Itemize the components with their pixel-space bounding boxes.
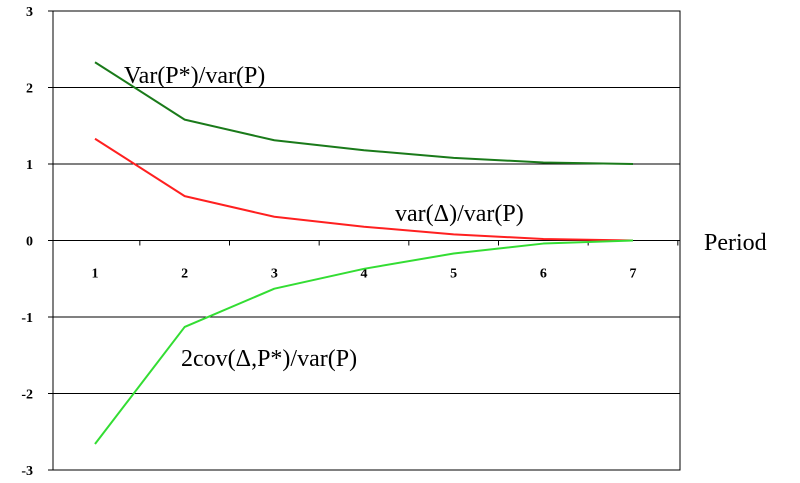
series-label-var-pstar: Var(P*)/var(P)	[124, 63, 265, 89]
x-tick-label: 3	[271, 267, 278, 282]
series-lines	[94, 61, 634, 445]
y-tick-label: 3	[26, 5, 33, 20]
x-tick-label: 4	[361, 267, 368, 282]
y-tick-label: 1	[26, 158, 33, 173]
x-tick-label: 2	[181, 267, 188, 282]
series-line-2	[94, 239, 634, 445]
y-tick-label: -1	[21, 311, 33, 326]
x-axis-title: Period	[704, 230, 767, 256]
y-tick-label: 0	[26, 235, 33, 250]
series-line-1	[94, 137, 634, 242]
x-tick-label: 1	[92, 267, 99, 282]
series-line-0	[94, 61, 634, 165]
y-tick-label: -3	[21, 464, 33, 479]
y-axis-ticks: 3 2 1 0 -1 -2 -3	[21, 5, 53, 479]
y-tick-label: 2	[26, 82, 33, 97]
x-tick-label: 5	[450, 267, 457, 282]
series-label-var-delta: var(Δ)/var(P)	[395, 201, 524, 227]
series-label-2cov: 2cov(Δ,P*)/var(P)	[181, 346, 357, 372]
x-tick-label: 7	[630, 267, 637, 282]
y-tick-label: -2	[21, 388, 33, 403]
x-tick-label: 6	[540, 267, 547, 282]
